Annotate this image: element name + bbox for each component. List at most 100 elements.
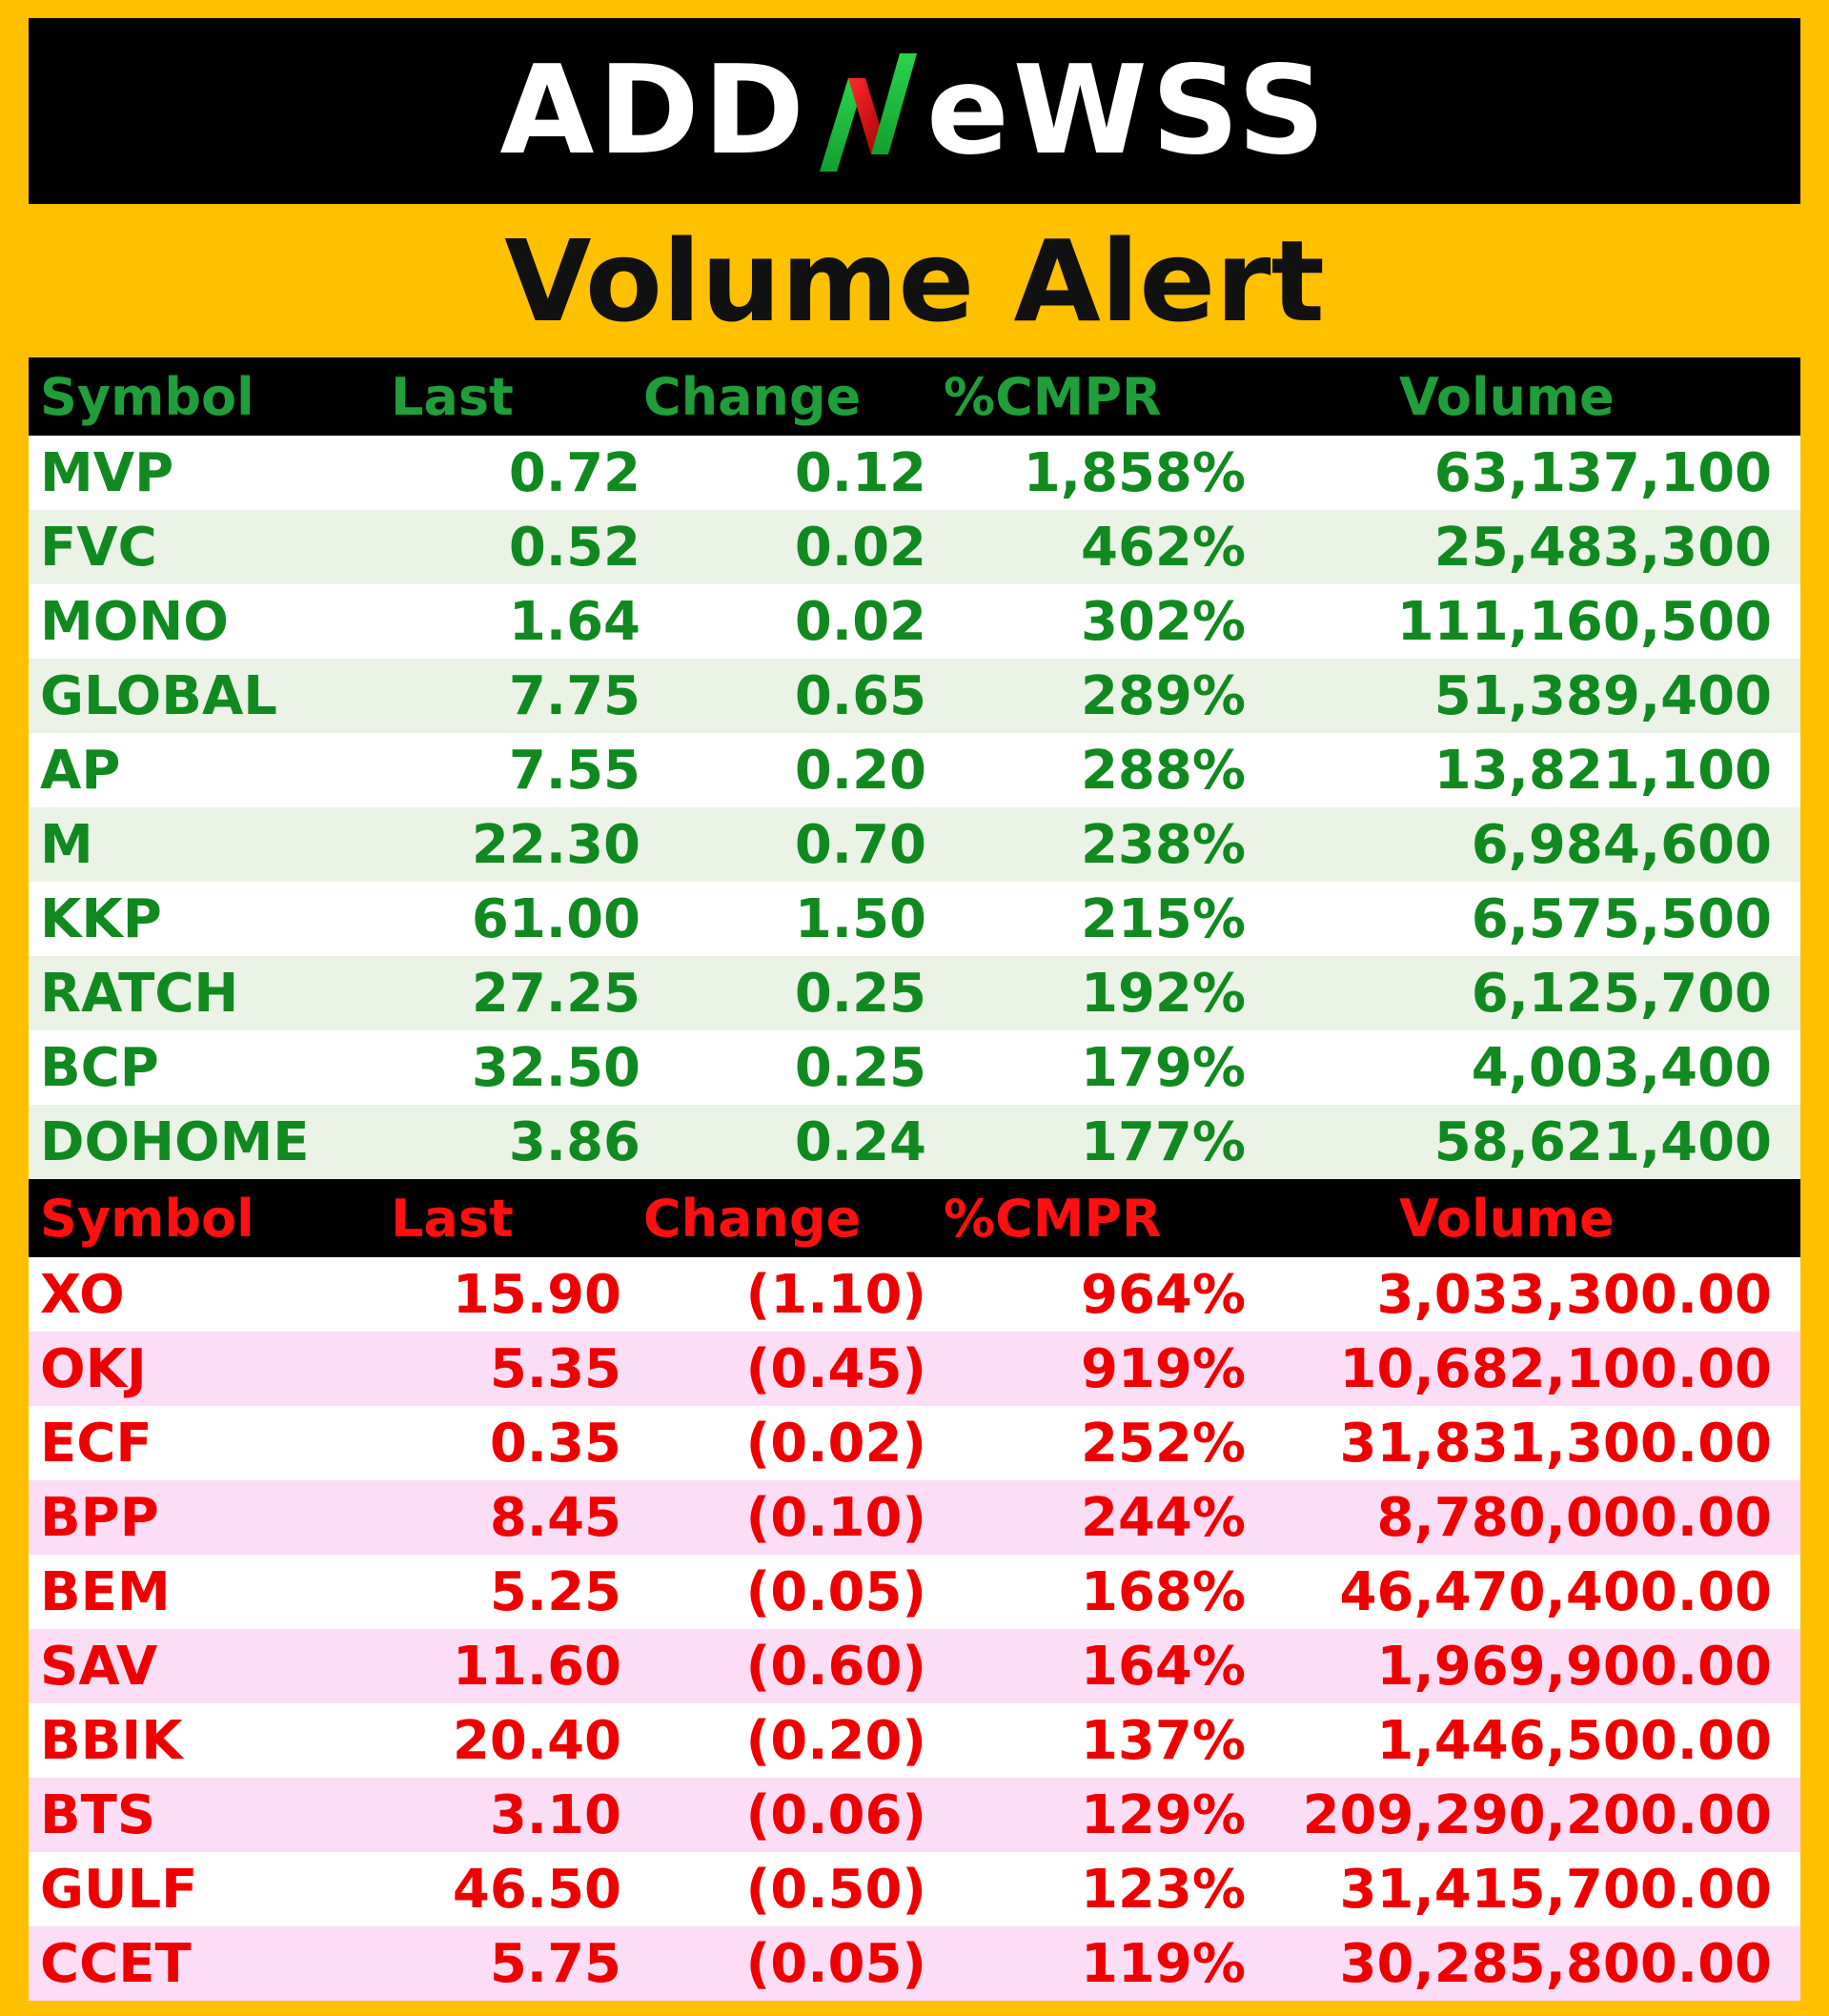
cell-last: 5.35: [489, 1337, 621, 1400]
table-row: BTS 3.10 (0.06) 129% 209,290,200.00: [29, 1778, 1800, 1852]
table-row: GULF 46.50 (0.50) 123% 31,415,700.00: [29, 1852, 1800, 1926]
cell-last: 46.50: [452, 1858, 621, 1921]
cell-cmpr: 289%: [1080, 664, 1246, 727]
cell-change: 0.25: [794, 962, 926, 1025]
cell-symbol: ECF: [40, 1412, 152, 1475]
header-change: Change: [643, 1188, 862, 1249]
cell-cmpr: 164%: [1080, 1635, 1246, 1698]
cell-symbol: BTS: [40, 1783, 156, 1846]
cell-last: 3.10: [489, 1783, 621, 1846]
cell-change: 0.24: [794, 1110, 926, 1173]
cell-last: 27.25: [471, 962, 640, 1025]
cell-last: 61.00: [471, 887, 640, 950]
cell-volume: 30,285,800.00: [1339, 1932, 1772, 1995]
cell-change: 0.02: [794, 516, 926, 579]
cell-cmpr: 238%: [1080, 813, 1246, 876]
cell-last: 5.75: [489, 1932, 621, 1995]
cell-volume: 13,821,100: [1433, 739, 1772, 802]
table-header: Symbol Last Change %CMPR Volume: [29, 1179, 1800, 1257]
cell-cmpr: 119%: [1080, 1932, 1246, 1995]
cell-cmpr: 919%: [1080, 1337, 1246, 1400]
table-row: SAV 11.60 (0.60) 164% 1,969,900.00: [29, 1629, 1800, 1703]
cell-last: 0.72: [508, 441, 640, 504]
cell-volume: 63,137,100: [1433, 441, 1772, 504]
cell-volume: 8,780,000.00: [1376, 1486, 1772, 1549]
cell-symbol: KKP: [40, 887, 162, 950]
table-row: BBIK 20.40 (0.20) 137% 1,446,500.00: [29, 1703, 1800, 1778]
table-row: FVC 0.52 0.02 462% 25,483,300: [29, 510, 1800, 584]
cell-change: 0.70: [794, 813, 926, 876]
cell-last: 7.75: [508, 664, 640, 727]
header-cmpr: %CMPR: [944, 366, 1162, 427]
cell-change: (0.02): [745, 1412, 926, 1475]
table-row: MONO 1.64 0.02 302% 111,160,500: [29, 584, 1800, 659]
cell-volume: 209,290,200.00: [1302, 1783, 1772, 1846]
logo-suffix: eWSS: [925, 40, 1330, 182]
cell-cmpr: 179%: [1080, 1036, 1246, 1099]
cell-volume: 1,446,500.00: [1376, 1709, 1772, 1772]
cell-change: (0.45): [745, 1337, 926, 1400]
cell-change: 0.65: [794, 664, 926, 727]
cell-volume: 6,984,600: [1471, 813, 1772, 876]
cell-symbol: OKJ: [40, 1337, 147, 1400]
table-row: BCP 32.50 0.25 179% 4,003,400: [29, 1030, 1800, 1105]
cell-last: 3.86: [508, 1110, 640, 1173]
cell-change: (0.10): [745, 1486, 926, 1549]
cell-symbol: BBIK: [40, 1709, 183, 1772]
cell-last: 0.35: [489, 1412, 621, 1475]
table-row: MVP 0.72 0.12 1,858% 63,137,100: [29, 436, 1800, 510]
cell-volume: 6,125,700: [1471, 962, 1772, 1025]
cell-symbol: MVP: [40, 441, 174, 504]
cell-last: 1.64: [508, 590, 640, 653]
cell-symbol: CCET: [40, 1932, 192, 1995]
cell-cmpr: 1,858%: [1023, 441, 1246, 504]
cell-cmpr: 302%: [1080, 590, 1246, 653]
cell-last: 15.90: [452, 1263, 621, 1326]
cell-cmpr: 177%: [1080, 1110, 1246, 1173]
table-header: Symbol Last Change %CMPR Volume: [29, 357, 1800, 436]
table-row: OKJ 5.35 (0.45) 919% 10,682,100.00: [29, 1332, 1800, 1406]
cell-symbol: BCP: [40, 1036, 159, 1099]
cell-change: 0.02: [794, 590, 926, 653]
cell-volume: 4,003,400: [1471, 1036, 1772, 1099]
gainers-rows: MVP 0.72 0.12 1,858% 63,137,100 FVC 0.52 0.02 46…: [29, 436, 1800, 1179]
header-symbol: Symbol: [40, 366, 254, 427]
cell-symbol: BPP: [40, 1486, 159, 1549]
cell-symbol: XO: [40, 1263, 125, 1326]
cell-volume: 1,969,900.00: [1376, 1635, 1772, 1698]
header-volume: Volume: [1399, 366, 1615, 427]
table-row: RATCH 27.25 0.25 192% 6,125,700: [29, 956, 1800, 1030]
header-change: Change: [643, 366, 862, 427]
cell-symbol: AP: [40, 739, 121, 802]
table-row: XO 15.90 (1.10) 964% 3,033,300.00: [29, 1257, 1800, 1332]
cell-change: (0.60): [745, 1635, 926, 1698]
cell-symbol: DOHOME: [40, 1110, 310, 1173]
cell-cmpr: 192%: [1080, 962, 1246, 1025]
table-row: BPP 8.45 (0.10) 244% 8,780,000.00: [29, 1480, 1800, 1555]
table-row: M 22.30 0.70 238% 6,984,600: [29, 807, 1800, 882]
gainers-table: Symbol Last Change %CMPR Volume MVP 0.72 0…: [29, 357, 1800, 1179]
table-row: AP 7.55 0.20 288% 13,821,100: [29, 733, 1800, 807]
table-row: CCET 5.75 (0.05) 119% 30,285,800.00: [29, 1926, 1800, 2001]
cell-symbol: M: [40, 813, 93, 876]
table-row: ECF 0.35 (0.02) 252% 31,831,300.00: [29, 1406, 1800, 1480]
cell-volume: 25,483,300: [1433, 516, 1772, 579]
losers-table: Symbol Last Change %CMPR Volume XO 15.90 (…: [29, 1179, 1800, 2001]
cell-volume: 46,470,400.00: [1339, 1560, 1772, 1623]
cell-cmpr: 964%: [1080, 1263, 1246, 1326]
cell-symbol: MONO: [40, 590, 229, 653]
table-row: DOHOME 3.86 0.24 177% 58,621,400: [29, 1105, 1800, 1179]
cell-volume: 3,033,300.00: [1376, 1263, 1772, 1326]
cell-volume: 31,415,700.00: [1339, 1858, 1772, 1921]
cell-cmpr: 137%: [1080, 1709, 1246, 1772]
page-title: Volume Alert: [504, 214, 1325, 347]
logo-n-mark-icon: [819, 52, 917, 172]
volume-alert-card: ADD eWSS Volume Alert: [29, 18, 1800, 2001]
cell-last: 20.40: [452, 1709, 621, 1772]
cell-volume: 51,389,400: [1433, 664, 1772, 727]
header-cmpr: %CMPR: [944, 1188, 1162, 1249]
logo-banner: ADD eWSS: [29, 18, 1800, 204]
cell-change: (0.05): [745, 1560, 926, 1623]
table-row: BEM 5.25 (0.05) 168% 46,470,400.00: [29, 1555, 1800, 1629]
cell-symbol: RATCH: [40, 962, 239, 1025]
